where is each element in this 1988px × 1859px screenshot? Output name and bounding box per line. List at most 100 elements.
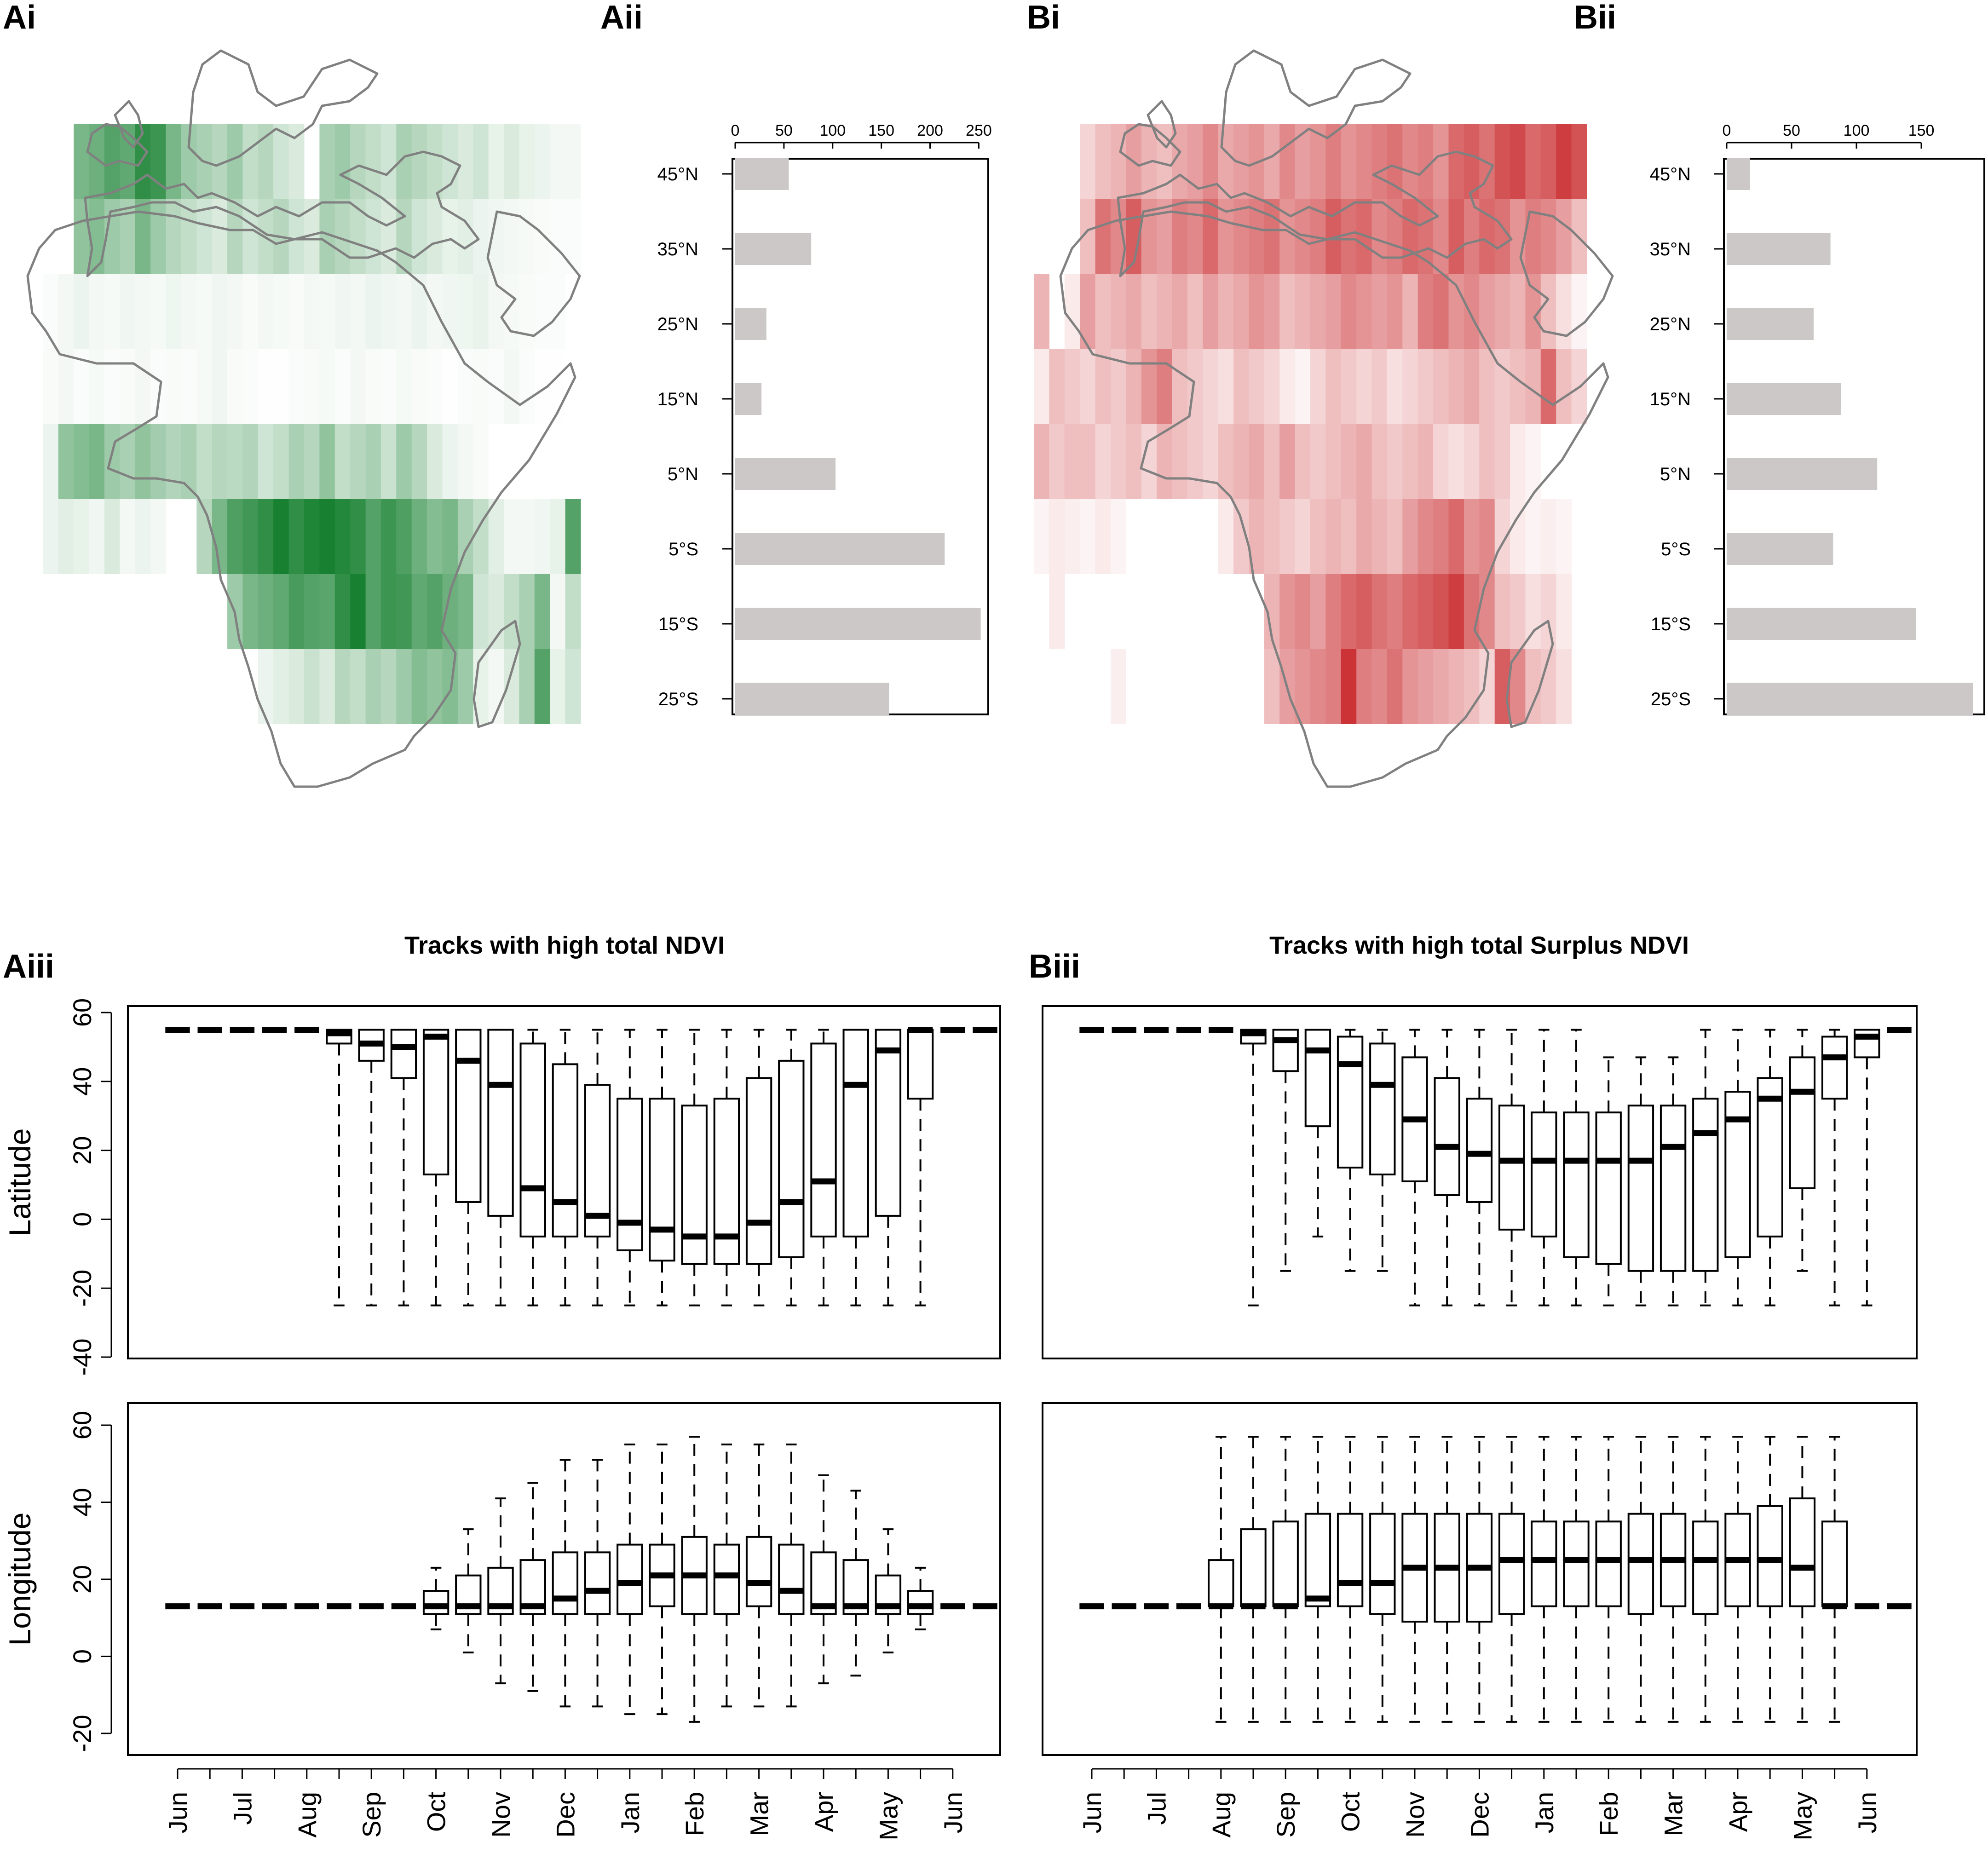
heatmap-ndvi: [43, 124, 581, 724]
heat-cell: [457, 649, 473, 724]
box: [745, 1536, 772, 1607]
heat-cell: [1402, 124, 1418, 199]
africa-europe-coastline-ai: [26, 49, 581, 788]
heat-cell: [227, 424, 243, 499]
heat-cell: [304, 349, 320, 424]
heat-cell: [1418, 274, 1434, 349]
heat-cell: [473, 349, 489, 424]
heat-cell: [1356, 424, 1372, 499]
y-tick-label: 0: [68, 1212, 97, 1226]
box: [617, 1098, 643, 1251]
heat-cell: [1249, 424, 1265, 499]
heat-cell: [273, 424, 289, 499]
heat-cell: [1402, 199, 1418, 274]
heat-cell: [1203, 199, 1219, 274]
heat-cell: [1279, 349, 1296, 424]
heat-cell: [396, 274, 412, 349]
heat-cell: [135, 499, 151, 574]
heat-cell: [1157, 349, 1173, 424]
heat-cell: [396, 574, 412, 649]
heat-cell: [473, 124, 489, 199]
heat-cell: [1110, 649, 1126, 724]
box: [1369, 1042, 1396, 1176]
heat-cell: [1556, 199, 1572, 274]
heat-cell: [1310, 574, 1326, 649]
bar: [735, 158, 789, 190]
heat-cell: [242, 424, 259, 499]
heat-cell: [334, 124, 351, 199]
heat-cell: [442, 349, 458, 424]
bar: [735, 608, 981, 640]
heat-cell: [74, 274, 90, 349]
heat-cell: [396, 649, 412, 724]
heat-cell: [1264, 199, 1280, 274]
box: [1692, 1520, 1719, 1615]
heat-cell: [411, 574, 427, 649]
heat-cell: [58, 424, 74, 499]
heat-cell: [534, 574, 550, 649]
heat-cell: [1448, 349, 1464, 424]
box: [1337, 1036, 1364, 1169]
heat-cell: [365, 199, 381, 274]
heat-cell: [1525, 124, 1541, 199]
heat-cell: [365, 574, 381, 649]
heat-cell: [1556, 124, 1572, 199]
heat-cell: [365, 649, 381, 724]
heat-cell: [273, 274, 289, 349]
heat-cell: [1218, 274, 1234, 349]
heat-cell: [427, 649, 443, 724]
heat-cell: [1325, 274, 1342, 349]
heat-cell: [427, 424, 443, 499]
box: [1240, 1528, 1267, 1607]
box: [681, 1105, 708, 1265]
box: [649, 1098, 675, 1262]
heat-cell: [1479, 499, 1495, 574]
heat-cell: [1433, 349, 1449, 424]
heat-cell: [1356, 349, 1372, 424]
heat-cell: [334, 574, 351, 649]
heat-cell: [1510, 424, 1526, 499]
x-tick-label: Dec: [551, 1792, 580, 1838]
heat-cell: [1464, 574, 1480, 649]
heat-cell: [1203, 274, 1219, 349]
heat-cell: [1525, 499, 1541, 574]
box: [842, 1029, 869, 1237]
box: [1821, 1520, 1848, 1607]
heat-cell: [319, 274, 335, 349]
bar-category-label: 15°S: [658, 614, 698, 634]
heat-cell: [43, 499, 59, 574]
heat-cell: [1080, 124, 1096, 199]
heat-cell: [1571, 274, 1587, 349]
heat-cell: [380, 499, 397, 574]
heat-cell: [1387, 574, 1403, 649]
heat-cell: [273, 649, 289, 724]
heat-cell: [1187, 424, 1203, 499]
heat-cell: [1325, 124, 1342, 199]
heat-cell: [1418, 424, 1434, 499]
heat-cell: [565, 499, 581, 574]
heat-cell: [258, 349, 274, 424]
heat-cell: [334, 499, 351, 574]
heat-cell: [365, 499, 381, 574]
box: [1369, 1513, 1396, 1615]
heat-cell: [350, 499, 366, 574]
heat-cell: [150, 349, 167, 424]
heat-cell: [304, 574, 320, 649]
heat-cell: [411, 124, 427, 199]
y-tick-label: 60: [68, 1411, 97, 1439]
bar: [735, 533, 945, 565]
heat-cell: [120, 274, 136, 349]
heat-cell: [43, 424, 59, 499]
heat-cell: [1095, 274, 1111, 349]
heat-cell: [1464, 424, 1480, 499]
heat-cell: [1387, 649, 1403, 724]
box: [713, 1543, 740, 1615]
heat-cell: [473, 274, 489, 349]
heat-cell: [1126, 349, 1142, 424]
heat-cell: [1218, 349, 1234, 424]
y-tick-label: 60: [68, 998, 97, 1027]
bar-tick-label: 0: [731, 122, 740, 139]
bar: [1727, 383, 1841, 415]
heat-cell: [1418, 499, 1434, 574]
heat-cell: [1510, 574, 1526, 649]
